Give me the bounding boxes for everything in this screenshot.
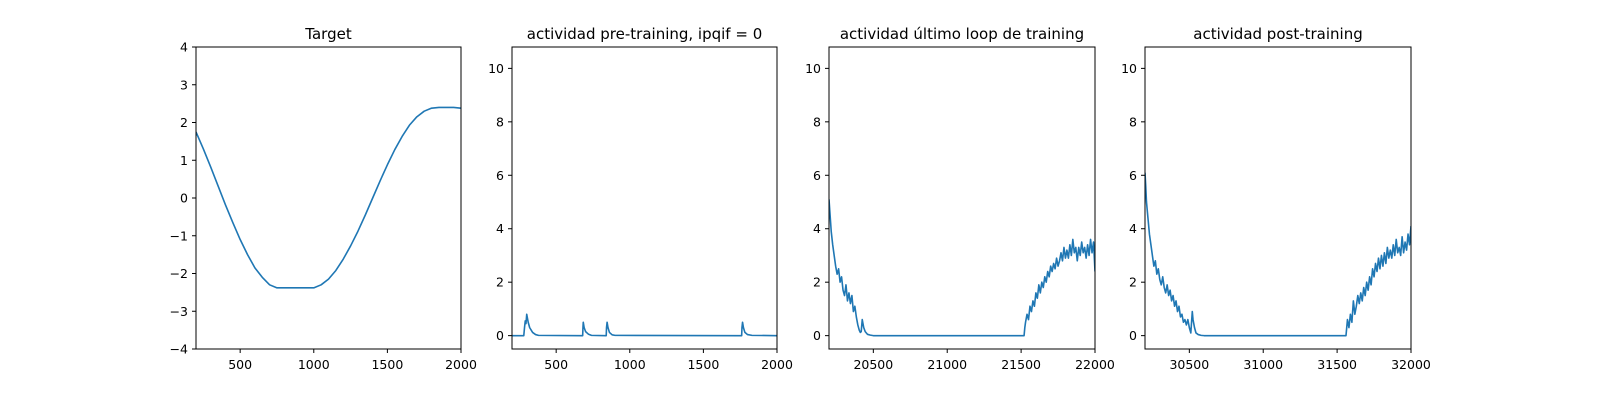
subplot-title: actividad pre-training, ipqif = 0 bbox=[527, 25, 763, 43]
x-tick-label: 2000 bbox=[445, 357, 477, 372]
y-tick-label: 2 bbox=[1129, 275, 1137, 290]
x-tick-label: 31500 bbox=[1317, 357, 1357, 372]
y-tick-label: 0 bbox=[496, 328, 504, 343]
y-tick-label: 6 bbox=[496, 168, 504, 183]
y-tick-label: 2 bbox=[813, 275, 821, 290]
subplot-3: 20500 21000 21500 22000 0 2 4 6 8 10 actividad últ… bbox=[805, 25, 1115, 372]
y-tick-label: 8 bbox=[1129, 114, 1137, 129]
y-tick-label: 6 bbox=[1129, 168, 1137, 183]
y-tick-label: 10 bbox=[488, 61, 504, 76]
y-tick-label: −1 bbox=[170, 228, 188, 243]
y-tick-label: 4 bbox=[813, 221, 821, 236]
y-tick-label: −4 bbox=[170, 342, 188, 357]
x-tick-label: 32000 bbox=[1391, 357, 1431, 372]
x-tick-label: 1500 bbox=[371, 357, 403, 372]
x-tick-label: 21000 bbox=[927, 357, 967, 372]
x-tick-label: 1500 bbox=[687, 357, 719, 372]
y-tick-label: 10 bbox=[805, 61, 821, 76]
y-tick-label: 0 bbox=[1129, 328, 1137, 343]
series-line-1 bbox=[829, 199, 1095, 337]
axes-frame bbox=[1144, 46, 1412, 350]
subplot-1: 500 1000 1500 2000 −4 −3 −2 −1 0 1 2 3 4 Target bbox=[170, 25, 477, 372]
y-tick-label: −3 bbox=[170, 304, 188, 319]
y-tick-label: 8 bbox=[496, 114, 504, 129]
subplot-title: actividad post-training bbox=[1193, 25, 1362, 43]
subplot-4: 30500 31000 31500 32000 0 2 4 6 8 10 actividad pos… bbox=[1121, 25, 1431, 372]
x-tick-label: 500 bbox=[544, 357, 568, 372]
y-tick-label: 0 bbox=[813, 328, 821, 343]
x-tick-label: 500 bbox=[228, 357, 252, 372]
y-tick-label: 0 bbox=[180, 191, 188, 206]
y-tick-label: 4 bbox=[1129, 221, 1137, 236]
y-tick-label: 4 bbox=[180, 40, 188, 55]
subplot-title: Target bbox=[304, 25, 352, 43]
x-tick-label: 31000 bbox=[1243, 357, 1283, 372]
x-tick-label: 21500 bbox=[1001, 357, 1041, 372]
axes-frame bbox=[511, 46, 778, 350]
y-tick-label: 3 bbox=[180, 77, 188, 92]
axes-frame bbox=[828, 46, 1096, 350]
y-tick-label: 10 bbox=[1121, 61, 1137, 76]
y-tick-label: 2 bbox=[180, 115, 188, 130]
x-tick-label: 30500 bbox=[1169, 357, 1209, 372]
subplot-title: actividad último loop de training bbox=[840, 25, 1084, 43]
y-tick-label: 4 bbox=[496, 221, 504, 236]
subplot-2: 500 1000 1500 2000 0 2 4 6 8 10 actividad pre-trai… bbox=[488, 25, 793, 372]
series-line-1 bbox=[196, 106, 461, 289]
x-tick-label: 22000 bbox=[1075, 357, 1115, 372]
x-tick-label: 1000 bbox=[614, 357, 646, 372]
x-tick-label: 1000 bbox=[298, 357, 330, 372]
y-tick-label: 2 bbox=[496, 275, 504, 290]
series-line-1 bbox=[512, 313, 777, 337]
y-tick-label: −2 bbox=[170, 266, 188, 281]
y-tick-label: 1 bbox=[180, 153, 188, 168]
y-tick-label: 6 bbox=[813, 168, 821, 183]
x-tick-label: 20500 bbox=[853, 357, 893, 372]
y-tick-label: 8 bbox=[813, 114, 821, 129]
series-line-1 bbox=[1145, 172, 1411, 337]
x-tick-label: 2000 bbox=[761, 357, 793, 372]
